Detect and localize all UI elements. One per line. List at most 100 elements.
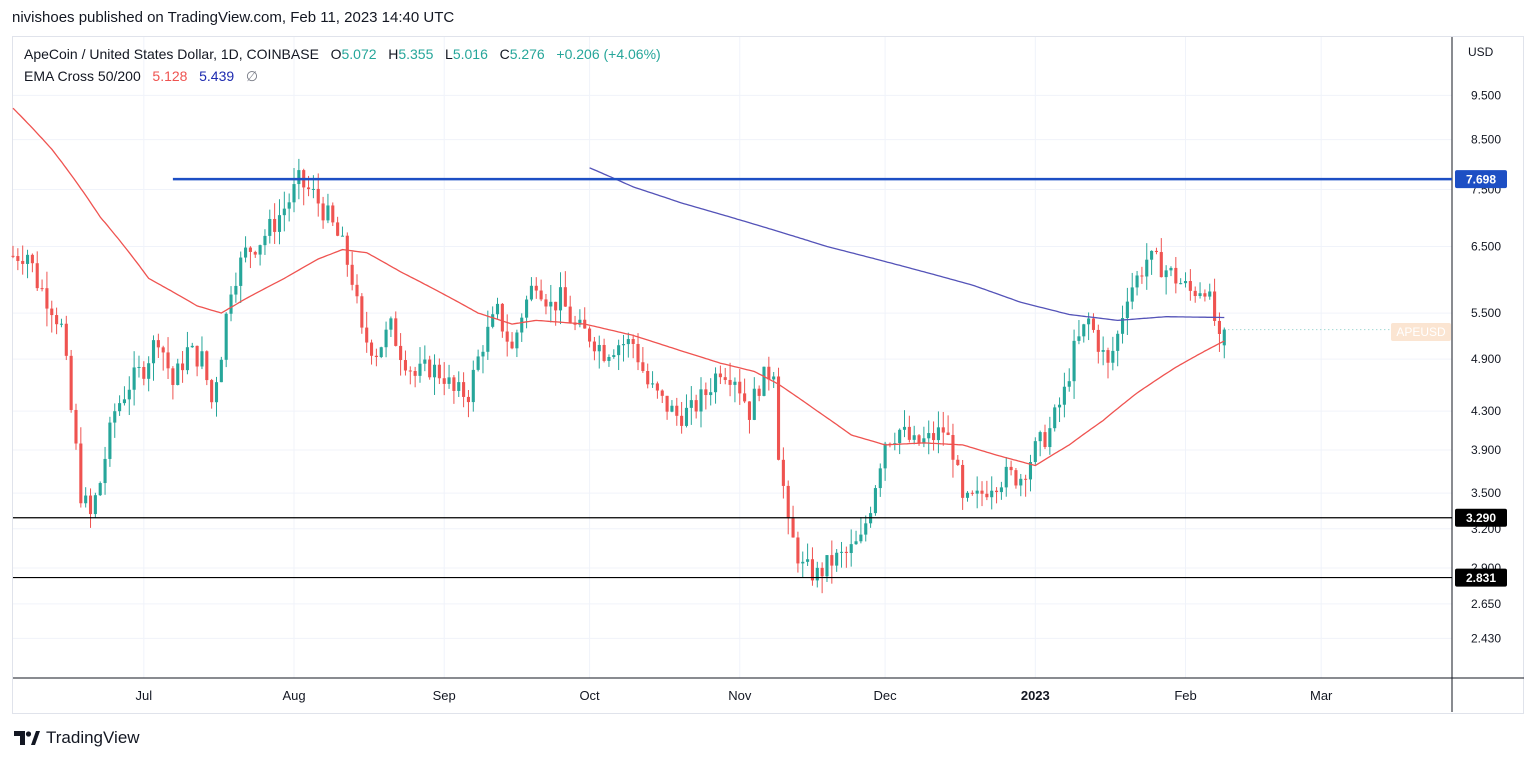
candle-body — [292, 184, 296, 203]
candle-body — [190, 345, 194, 348]
candle-body — [1154, 250, 1158, 253]
candle-body — [844, 551, 848, 554]
legend-high-value: 5.355 — [398, 46, 434, 62]
tradingview-brand[interactable]: TradingView — [14, 728, 140, 748]
candle-body — [1140, 275, 1144, 277]
candle-body — [820, 567, 824, 577]
candle-body — [326, 205, 330, 221]
x-tick-label: Aug — [282, 688, 305, 703]
candle-body — [646, 371, 650, 385]
y-tick-label: 3.900 — [1471, 443, 1501, 457]
candle-body — [365, 327, 369, 343]
level-label-bg — [1455, 170, 1507, 189]
candle-body — [767, 366, 771, 380]
candle-body — [1159, 252, 1163, 278]
candle-body — [389, 318, 393, 330]
candle-body — [776, 376, 781, 460]
candle-body — [1183, 281, 1188, 284]
candle-body — [1082, 324, 1086, 337]
legend-indicator: EMA Cross 50/200 5.128 5.439 ∅ — [24, 68, 258, 85]
candle-body — [234, 285, 238, 295]
chart-frame[interactable] — [12, 36, 1524, 714]
candle-body — [1213, 291, 1217, 321]
legend-symbol[interactable]: ApeCoin / United States Dollar, 1D, COIN… — [24, 46, 319, 62]
candle-body — [927, 433, 931, 439]
candle-body — [1057, 404, 1062, 408]
candle-body — [64, 323, 68, 356]
candle-body — [728, 379, 732, 385]
candle-body — [752, 388, 756, 420]
candle-body — [59, 323, 64, 325]
candle-body — [214, 382, 219, 403]
candle-body — [1043, 432, 1047, 448]
candle-body — [665, 395, 669, 412]
candle-body — [912, 435, 916, 440]
candle-body — [738, 381, 742, 394]
candle-body — [1096, 329, 1100, 352]
candle-body — [210, 380, 214, 403]
candle-body — [641, 362, 645, 372]
legend-high-label: H — [388, 46, 399, 62]
candle-body — [922, 438, 926, 444]
candle-body — [408, 370, 412, 372]
legend-close-value: 5.276 — [509, 46, 545, 62]
candle-body — [956, 459, 960, 465]
level-label: 3.290 — [1466, 511, 1496, 525]
candle-body — [79, 443, 83, 504]
candle-body — [481, 351, 485, 357]
candle-body — [680, 415, 684, 426]
candle-body — [588, 328, 592, 342]
candle-body — [1033, 441, 1037, 463]
x-tick-label: Oct — [579, 688, 600, 703]
candle-body — [762, 366, 766, 396]
candle-body — [355, 284, 359, 297]
candle-body — [1028, 462, 1033, 480]
candle-body — [1111, 350, 1115, 363]
candle-body — [457, 382, 461, 391]
candle-body — [379, 347, 383, 358]
candle-body — [1072, 340, 1076, 382]
candle-body — [1062, 386, 1066, 405]
candle-body — [156, 340, 160, 348]
candle-body — [1019, 478, 1023, 486]
candle-body — [229, 294, 233, 314]
candle-body — [970, 492, 974, 494]
candle-body — [631, 339, 635, 344]
candle-body — [11, 255, 15, 257]
level-label-bg — [1455, 508, 1507, 527]
candle-body — [1203, 293, 1207, 297]
level-label: 2.831 — [1466, 571, 1496, 585]
candle-body — [985, 493, 989, 498]
candle-body — [88, 495, 93, 515]
x-tick-label: Mar — [1310, 688, 1333, 703]
candle-body — [127, 389, 131, 400]
ema-200-line — [589, 167, 1225, 322]
candle-body — [709, 392, 713, 396]
candle-body — [854, 541, 858, 545]
indicator-name[interactable]: EMA Cross 50/200 — [24, 68, 141, 84]
candle-body — [558, 287, 563, 311]
candle-body — [21, 260, 25, 264]
candle-body — [1130, 287, 1134, 302]
candle-body — [50, 308, 54, 316]
candle-body — [786, 485, 790, 519]
candle-body — [946, 432, 950, 436]
candle-body — [617, 345, 621, 356]
candle-body — [151, 340, 156, 364]
candle-body — [93, 495, 97, 515]
candle-body — [171, 368, 175, 385]
candle-body — [961, 464, 965, 498]
grid-lines — [13, 37, 1452, 678]
candle-body — [399, 345, 403, 361]
candle-body — [428, 359, 432, 378]
candle-body — [1179, 283, 1183, 285]
candle-body — [486, 326, 490, 352]
candle-body — [253, 251, 257, 255]
candle-body — [1087, 318, 1091, 325]
candle-body — [491, 314, 495, 327]
legend-open-label: O — [330, 46, 342, 62]
ema-50-line — [12, 107, 1225, 467]
legend-low-label: L — [445, 46, 453, 62]
candle-body — [147, 363, 151, 379]
